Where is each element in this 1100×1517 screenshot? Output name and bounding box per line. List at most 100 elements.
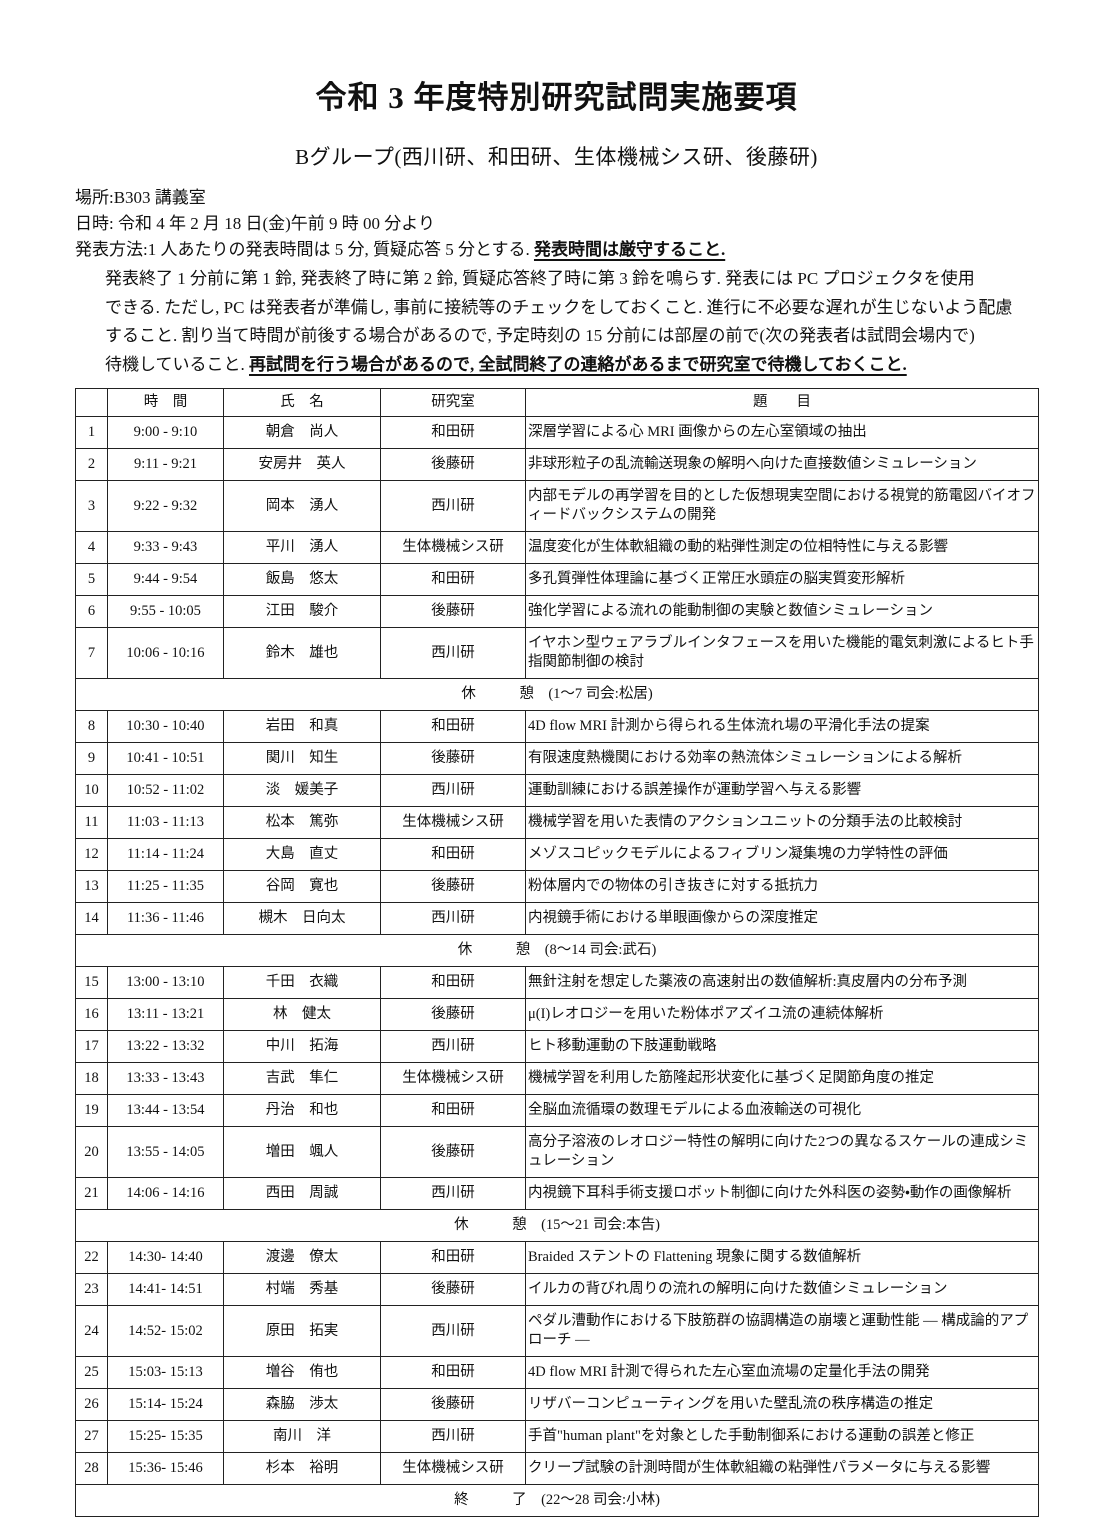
notes-line-1: 発表終了 1 分前に第 1 鈴, 発表終了時に第 2 鈴, 質疑応答終了時に第 … [105, 269, 975, 288]
break-label: 休 憩 (15〜21 司会:本告) [75, 1209, 1039, 1242]
cell-name: 森脇 渉太 [223, 1388, 381, 1421]
cell-no: 1 [75, 416, 108, 449]
cell-time: 13:44 - 13:54 [107, 1094, 224, 1127]
table-header-row: 時 間 氏 名 研究室 題 目 [75, 388, 1039, 417]
method-text: 発表方法:1 人あたりの発表時間は 5 分, 質疑応答 5 分とする. [75, 240, 534, 259]
table-row: 18 13:33 - 13:43 吉武 隼仁 生体機械シス研 機械学習を利用した筋隆起形… [75, 1062, 1039, 1095]
cell-no: 18 [75, 1062, 108, 1095]
cell-lab: 和田研 [380, 966, 526, 999]
cell-no: 21 [75, 1177, 108, 1210]
cell-lab: 和田研 [380, 416, 526, 449]
notes-paragraph: 発表終了 1 分前に第 1 鈴, 発表終了時に第 2 鈴, 質疑応答終了時に第 … [105, 265, 1038, 379]
cell-lab: 後藤研 [380, 1273, 526, 1306]
cell-no: 15 [75, 966, 108, 999]
cell-no: 13 [75, 870, 108, 903]
cell-no: 9 [75, 742, 108, 775]
cell-time: 14:06 - 14:16 [107, 1177, 224, 1210]
cell-lab: 和田研 [380, 563, 526, 596]
cell-lab: 後藤研 [380, 998, 526, 1031]
cell-lab: 生体機械シス研 [380, 1452, 526, 1485]
cell-name: 関川 知生 [223, 742, 381, 775]
cell-title: 全脳血流循環の数理モデルによる血液輸送の可視化 [525, 1094, 1039, 1127]
cell-time: 15:25- 15:35 [107, 1420, 224, 1453]
cell-no: 4 [75, 531, 108, 564]
cell-title: 4D flow MRI 計測から得られる生体流れ場の平滑化手法の提案 [525, 710, 1039, 743]
cell-time: 11:25 - 11:35 [107, 870, 224, 903]
cell-lab: 和田研 [380, 1094, 526, 1127]
cell-name: 渡邊 僚太 [223, 1241, 381, 1274]
cell-title: 有限速度熱機関における効率の熱流体シミュレーションによる解析 [525, 742, 1039, 775]
cell-title: 4D flow MRI 計測で得られた左心室血流場の定量化手法の開発 [525, 1356, 1039, 1389]
table-row: 7 10:06 - 10:16 鈴木 雄也 西川研 イヤホン型ウェアラブルインタフェース… [75, 627, 1039, 679]
schedule-table: 時 間 氏 名 研究室 題 目 1 9:00 - 9:10 朝倉 尚人 和田研 深層学習… [75, 388, 1039, 1517]
cell-name: 谷岡 寛也 [223, 870, 381, 903]
cell-lab: 後藤研 [380, 742, 526, 775]
cell-title: μ(I)レオロジーを用いた粉体ポアズイユ流の連続体解析 [525, 998, 1039, 1031]
cell-title: 温度変化が生体軟組織の動的粘弾性測定の位相特性に与える影響 [525, 531, 1039, 564]
break-label: 休 憩 (1〜7 司会:松居) [75, 678, 1039, 711]
cell-no: 7 [75, 627, 108, 679]
cell-lab: 後藤研 [380, 448, 526, 481]
notes-line-2: できる. ただし, PC は発表者が準備し, 事前に接続等のチェックをしておくこ… [105, 297, 1013, 317]
cell-no: 12 [75, 838, 108, 871]
cell-title: 深層学習による心 MRI 画像からの左心室領域の抽出 [525, 416, 1039, 449]
cell-no: 23 [75, 1273, 108, 1306]
cell-time: 10:06 - 10:16 [107, 627, 224, 679]
cell-name: 槻木 日向太 [223, 902, 381, 935]
page-subtitle: Bグループ(西川研、和田研、生体機械シス研、後藤研) [295, 145, 818, 169]
cell-time: 9:33 - 9:43 [107, 531, 224, 564]
cell-time: 13:33 - 13:43 [107, 1062, 224, 1095]
break-label: 終 了 (22〜28 司会:小林) [75, 1484, 1039, 1517]
cell-time: 9:44 - 9:54 [107, 563, 224, 596]
cell-no: 20 [75, 1126, 108, 1178]
cell-time: 15:36- 15:46 [107, 1452, 224, 1485]
break-label: 休 憩 (8〜14 司会:武石) [75, 934, 1039, 967]
cell-lab: 西川研 [380, 1305, 526, 1357]
cell-lab: 生体機械シス研 [380, 1062, 526, 1095]
cell-lab: 西川研 [380, 480, 526, 532]
cell-title: 機械学習を用いた表情のアクションユニットの分類手法の比較検討 [525, 806, 1039, 839]
table-row: 6 9:55 - 10:05 江田 駿介 後藤研 強化学習による流れの能動制御の実験と数… [75, 595, 1039, 628]
cell-name: 淡 媛美子 [223, 774, 381, 807]
cell-title: 無針注射を想定した薬液の高速射出の数値解析:真皮層内の分布予測 [525, 966, 1039, 999]
cell-title: クリープ試験の計測時間が生体軟組織の粘弾性パラメータに与える影響 [525, 1452, 1039, 1485]
cell-lab: 後藤研 [380, 1388, 526, 1421]
table-row: 17 13:22 - 13:32 中川 拓海 西川研 ヒト移動運動の下肢運動戦略 [75, 1030, 1039, 1063]
cell-lab: 後藤研 [380, 595, 526, 628]
cell-no: 24 [75, 1305, 108, 1357]
cell-lab: 西川研 [380, 1030, 526, 1063]
break-row: 休 憩 (8〜14 司会:武石) [75, 934, 1039, 967]
cell-title: 高分子溶液のレオロジー特性の解明に向けた2つの異なるスケールの連成シミュレーショ… [525, 1126, 1039, 1178]
cell-time: 11:03 - 11:13 [107, 806, 224, 839]
cell-title: 非球形粒子の乱流輸送現象の解明へ向けた直接数値シミュレーション [525, 448, 1039, 481]
cell-lab: 和田研 [380, 838, 526, 871]
table-row: 11 11:03 - 11:13 松本 篤弥 生体機械シス研 機械学習を用いた表情のアク… [75, 806, 1039, 839]
cell-title: 多孔質弾性体理論に基づく正常圧水頭症の脳実質変形解析 [525, 563, 1039, 596]
col-header-lab: 研究室 [380, 388, 526, 417]
cell-lab: 生体機械シス研 [380, 806, 526, 839]
table-row: 28 15:36- 15:46 杉本 裕明 生体機械シス研 クリープ試験の計測時間が生体… [75, 1452, 1039, 1485]
cell-lab: 西川研 [380, 1177, 526, 1210]
cell-title: 粉体層内での物体の引き抜きに対する抵抗力 [525, 870, 1039, 903]
cell-time: 14:41- 14:51 [107, 1273, 224, 1306]
cell-name: 西田 周誠 [223, 1177, 381, 1210]
cell-no: 3 [75, 480, 108, 532]
cell-lab: 西川研 [380, 774, 526, 807]
cell-title: ヒト移動運動の下肢運動戦略 [525, 1030, 1039, 1063]
cell-title: 運動訓練における誤差操作が運動学習へ与える影響 [525, 774, 1039, 807]
table-row: 15 13:00 - 13:10 千田 衣織 和田研 無針注射を想定した薬液の高速射出の… [75, 966, 1039, 999]
cell-title: 強化学習による流れの能動制御の実験と数値シミュレーション [525, 595, 1039, 628]
cell-title: 手首"human plant"を対象とした手動制御系における運動の誤差と修正 [525, 1420, 1039, 1453]
cell-name: 江田 駿介 [223, 595, 381, 628]
col-header-name: 氏 名 [223, 388, 381, 417]
cell-title: Braided ステントの Flattening 現象に関する数値解析 [525, 1241, 1039, 1274]
cell-lab: 後藤研 [380, 1126, 526, 1178]
notes-line-4-emphasis: 再試問を行う場合があるので, 全試問終了の連絡があるまで研究室で待機しておくこと… [249, 354, 907, 374]
table-row: 9 10:41 - 10:51 関川 知生 後藤研 有限速度熱機関における効率の熱流体シ… [75, 742, 1039, 775]
table-row: 3 9:22 - 9:32 岡本 湧人 西川研 内部モデルの再学習を目的とした仮想現実空… [75, 480, 1039, 532]
table-row: 19 13:44 - 13:54 丹治 和也 和田研 全脳血流循環の数理モデルによる血液… [75, 1094, 1039, 1127]
cell-name: 松本 篤弥 [223, 806, 381, 839]
cell-title: イルカの背びれ周りの流れの解明に向けた数値シミュレーション [525, 1273, 1039, 1306]
table-row: 8 10:30 - 10:40 岩田 和真 和田研 4D flow MRI 計測から得ら… [75, 710, 1039, 743]
cell-lab: 西川研 [380, 1420, 526, 1453]
